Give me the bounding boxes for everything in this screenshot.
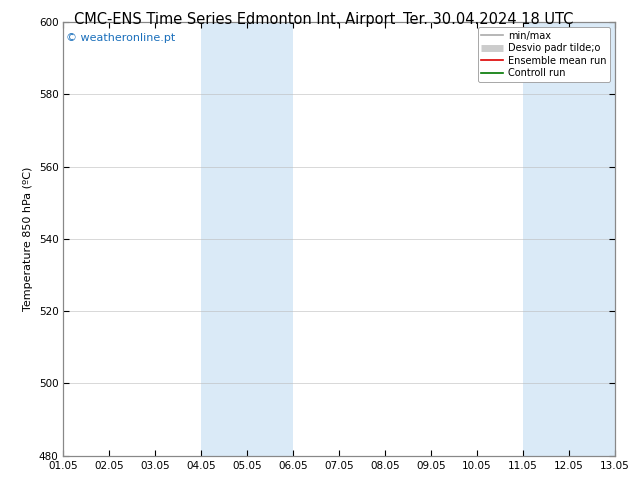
Bar — [569, 22, 615, 456]
Bar — [247, 22, 293, 456]
Text: CMC-ENS Time Series Edmonton Int. Airport: CMC-ENS Time Series Edmonton Int. Airpor… — [74, 12, 395, 27]
Text: Ter. 30.04.2024 18 UTC: Ter. 30.04.2024 18 UTC — [403, 12, 573, 27]
Legend: min/max, Desvio padr tilde;o, Ensemble mean run, Controll run: min/max, Desvio padr tilde;o, Ensemble m… — [477, 27, 610, 82]
Bar — [523, 22, 569, 456]
Y-axis label: Temperature 850 hPa (ºC): Temperature 850 hPa (ºC) — [23, 167, 33, 311]
Text: © weatheronline.pt: © weatheronline.pt — [66, 33, 176, 43]
Bar — [202, 22, 247, 456]
